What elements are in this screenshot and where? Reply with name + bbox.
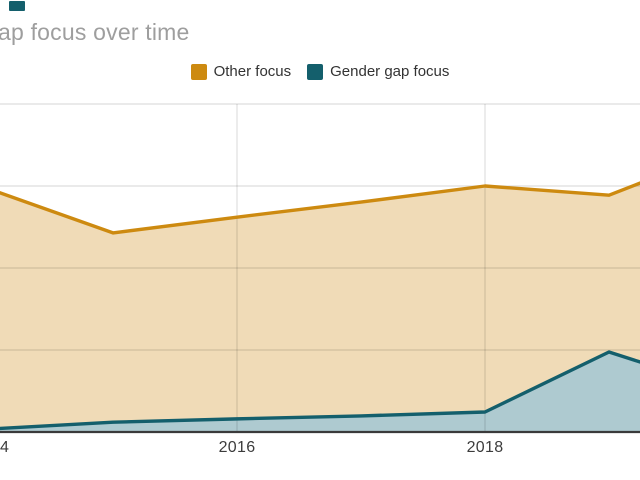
chart-title: ap focus over time [0,19,190,45]
area-fill-0 [0,183,640,432]
series-line-0 [0,181,640,235]
legend-item-gender-gap-focus: Gender gap focus [307,63,449,81]
area-fill-1 [0,351,640,432]
chart-legend: Other focus Gender gap focus [0,63,640,81]
x-tick-label: 4 [0,439,10,456]
legend-label-gender-gap-focus: Gender gap focus [330,63,450,80]
legend-label-other-focus: Other focus [213,63,292,80]
series-line-1 [0,350,640,431]
x-tick-label: 2016 [218,439,256,456]
corner-teal-mark [9,1,25,11]
x-axis-tick-labels: 4 2016 2018 [0,438,640,458]
legend-swatch-gender-gap-focus-icon [307,64,324,80]
x-tick-label: 2018 [466,439,504,456]
legend-swatch-other-focus-icon [190,64,207,80]
legend-item-other-focus: Other focus [190,63,292,81]
